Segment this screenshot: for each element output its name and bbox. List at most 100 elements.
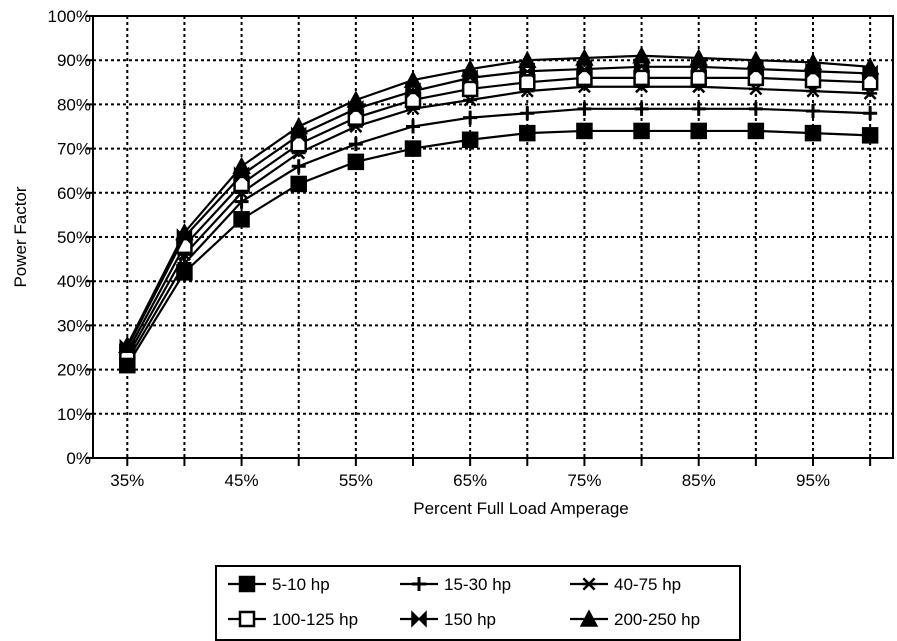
- y-tick-label: 40%: [57, 272, 91, 291]
- y-tick-label: 50%: [57, 228, 91, 247]
- legend-item: 100-125 hp: [228, 610, 358, 629]
- legend-item: 150 hp: [400, 610, 496, 629]
- y-tick-label: 80%: [57, 95, 91, 114]
- data-point: [691, 101, 706, 116]
- data-point: [747, 69, 765, 87]
- series-line: [126, 129, 871, 366]
- data-point: [632, 46, 651, 64]
- data-point: [232, 156, 251, 175]
- y-tick-label: 90%: [57, 51, 91, 70]
- data-point: [806, 104, 820, 119]
- series-100-125-hp: [119, 69, 879, 361]
- x-tick-label: 85%: [682, 471, 716, 490]
- y-tick-label: 0%: [66, 449, 91, 468]
- data-point: [291, 159, 306, 174]
- data-point: [519, 74, 536, 91]
- legend-marker: [412, 577, 426, 591]
- data-point: [634, 101, 649, 116]
- data-point: [575, 48, 594, 66]
- data-point: [804, 124, 822, 142]
- legend-marker: [411, 610, 427, 628]
- data-point: [347, 153, 365, 171]
- series-layer: [118, 46, 880, 374]
- data-point: [233, 211, 250, 228]
- x-tick-label: 45%: [225, 471, 259, 490]
- data-point: [861, 74, 879, 91]
- legend-label: 15-30 hp: [444, 575, 511, 594]
- legend-item: 200-250 hp: [570, 609, 700, 629]
- data-point: [804, 71, 822, 89]
- y-axis-ticks: 0% 10% 20% 30% 40% 50% 60% 70% 80% 90% 100%: [48, 7, 93, 468]
- data-point: [577, 101, 592, 116]
- data-point: [346, 90, 366, 108]
- data-point: [689, 48, 708, 66]
- data-point: [576, 69, 593, 87]
- legend-label: 5-10 hp: [272, 575, 330, 594]
- data-point: [576, 122, 593, 140]
- series-15-30-hp: [120, 101, 878, 368]
- grid-lines: [93, 16, 893, 458]
- series-5-10-hp: [119, 122, 879, 374]
- legend-frame: [215, 565, 741, 641]
- y-tick-label: 10%: [57, 405, 91, 424]
- data-point: [519, 124, 536, 142]
- x-tick-label: 65%: [453, 471, 487, 490]
- data-point: [461, 131, 479, 149]
- data-point: [461, 80, 479, 98]
- x-tick-label: 95%: [796, 471, 830, 490]
- data-point: [633, 69, 650, 87]
- legend-item: 5-10 hp: [228, 575, 330, 594]
- x-axis-ticks: 35% 45% 55% 65% 75% 85% 95%: [110, 458, 872, 490]
- series-line: [126, 76, 871, 353]
- legend-label: 150 hp: [444, 610, 496, 629]
- data-point: [290, 175, 307, 193]
- data-point: [234, 194, 249, 209]
- data-point: [347, 109, 365, 126]
- data-point: [404, 91, 422, 109]
- series-line: [126, 107, 871, 362]
- y-axis-title: Power Factor: [11, 186, 30, 287]
- legend-item: 40-75 hp: [570, 575, 681, 594]
- series-line: [126, 65, 871, 349]
- data-point: [175, 222, 194, 241]
- data-point: [861, 127, 879, 144]
- data-point: [348, 137, 363, 152]
- series-line: [126, 85, 871, 357]
- x-tick-label: 75%: [567, 471, 601, 490]
- data-point: [690, 69, 707, 87]
- x-tick-label: 55%: [339, 471, 373, 490]
- y-tick-label: 30%: [57, 316, 91, 335]
- data-point: [463, 110, 478, 125]
- legend-label: 40-75 hp: [614, 575, 681, 594]
- data-point: [460, 59, 480, 77]
- legend-marker: [579, 609, 599, 627]
- data-point: [863, 106, 878, 121]
- legend-marker: [582, 577, 596, 591]
- series-line: [126, 54, 871, 346]
- data-point: [404, 140, 422, 157]
- data-point: [690, 122, 707, 140]
- legend-item: 15-30 hp: [400, 575, 511, 594]
- y-tick-label: 20%: [57, 361, 91, 380]
- y-tick-label: 60%: [57, 184, 91, 203]
- data-point: [748, 101, 763, 116]
- data-point: [289, 116, 308, 135]
- x-tick-label: 35%: [110, 471, 144, 490]
- legend-marker: [238, 575, 256, 593]
- data-point: [520, 106, 535, 121]
- data-point: [118, 335, 137, 354]
- legend: 5-10 hp 15-30 hp 40-75 hp 100-125 hp 150 hp 2…: [215, 565, 741, 641]
- data-point: [518, 50, 537, 68]
- legend-marker: [238, 610, 256, 628]
- data-point: [746, 50, 766, 68]
- data-point: [747, 122, 765, 140]
- legend-label: 200-250 hp: [614, 610, 700, 629]
- y-tick-label: 70%: [57, 140, 91, 159]
- data-point: [803, 52, 823, 71]
- legend-label: 100-125 hp: [272, 610, 358, 629]
- data-point: [633, 122, 650, 140]
- data-point: [403, 70, 423, 88]
- data-point: [406, 119, 420, 134]
- data-point: [860, 57, 880, 75]
